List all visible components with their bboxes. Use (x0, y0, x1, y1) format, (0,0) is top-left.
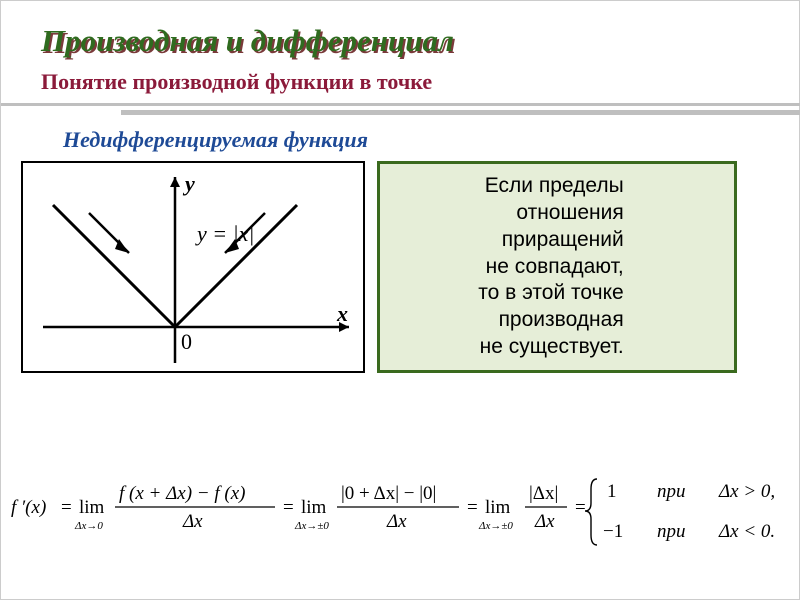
formula-svg: f ′(x) = lim Δx→0 f (x + Δx) − f (x) Δx … (7, 465, 800, 565)
y-axis-arrow-icon (170, 177, 180, 187)
graph-abs-x: y x 0 y = |x| (21, 161, 365, 373)
brace-icon (585, 479, 597, 545)
eq4: = (575, 497, 586, 518)
frac2-bot: Δx (386, 511, 407, 532)
subtitle-text: Понятие производной функции в точке (41, 69, 432, 94)
pw-cond-1: при (657, 481, 686, 502)
lim1: lim (79, 497, 105, 518)
slide: Производная и дифференциал Понятие произ… (0, 0, 800, 600)
pw-val-1: 1 (607, 481, 617, 502)
pw-dom-1: Δx > 0, (718, 481, 775, 502)
graph-svg: y x 0 y = |x| (23, 163, 367, 375)
x-axis-label: x (336, 301, 348, 326)
lim3: lim (485, 497, 511, 518)
function-label: y = |x| (195, 221, 254, 246)
pw-cond-2: при (657, 521, 686, 542)
page-title: Производная и дифференциал (41, 23, 759, 59)
plot-left-branch (53, 205, 175, 327)
y-axis-label: y (182, 171, 195, 196)
origin-label: 0 (181, 329, 192, 354)
pw-val-2: −1 (603, 521, 623, 542)
eq1: = (61, 497, 72, 518)
section-heading-text: Недифференцируемая функция (63, 127, 368, 152)
frac1-bot: Δx (182, 511, 203, 532)
page-subtitle: Понятие производной функции в точке (41, 69, 759, 95)
frac3-bot: Δx (534, 511, 555, 532)
frac2-top: |0 + Δx| − |0| (341, 483, 436, 504)
formula-lhs: f ′(x) (11, 497, 46, 518)
callout-text: Если пределыотношенияприращенийне совпад… (478, 173, 623, 361)
lim2-sub: Δx→±0 (294, 520, 329, 532)
divider-rules (1, 103, 800, 115)
frac1-top: f (x + Δx) − f (x) (119, 483, 245, 504)
derivative-formula: f ′(x) = lim Δx→0 f (x + Δx) − f (x) Δx … (1, 465, 800, 570)
callout-box: Если пределыотношенияприращенийне совпад… (377, 161, 737, 373)
pw-dom-2: Δx < 0. (718, 521, 775, 542)
section-heading: Недифференцируемая функция (63, 127, 759, 153)
lim3-sub: Δx→±0 (478, 520, 513, 532)
divider-top (1, 103, 800, 106)
frac3-top: |Δx| (529, 483, 558, 504)
eq2: = (283, 497, 294, 518)
lim2: lim (301, 497, 327, 518)
content-row: y x 0 y = |x| Если пределыотношенияприра… (41, 161, 759, 373)
divider-bottom (121, 110, 800, 115)
title-text: Производная и дифференциал (41, 23, 454, 58)
eq3: = (467, 497, 478, 518)
lim1-sub: Δx→0 (74, 520, 103, 532)
